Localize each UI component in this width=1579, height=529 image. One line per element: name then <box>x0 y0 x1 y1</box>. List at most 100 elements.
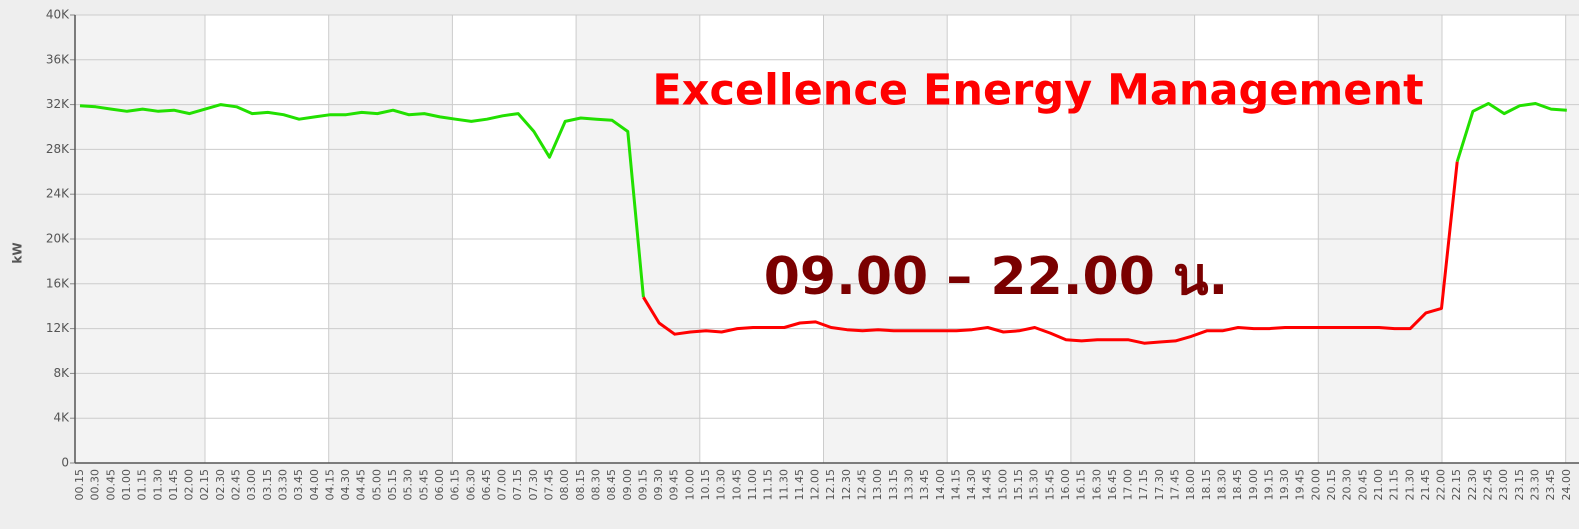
x-tick-label: 02.15 <box>198 469 211 501</box>
x-tick-label: 23.45 <box>1544 469 1557 501</box>
x-tick-label: 07.15 <box>511 469 524 501</box>
x-tick-label: 18.00 <box>1184 469 1197 501</box>
x-tick-label: 19.15 <box>1262 469 1275 501</box>
x-tick-label: 04.45 <box>355 469 368 501</box>
x-tick-label: 10.00 <box>683 469 696 501</box>
x-tick-label: 01.15 <box>136 469 149 501</box>
x-tick-label: 11.45 <box>793 469 806 501</box>
x-tick-label: 20.15 <box>1325 469 1338 501</box>
x-tick-label: 02.45 <box>230 469 243 501</box>
x-tick-label: 22.30 <box>1466 469 1479 501</box>
x-tick-label: 13.00 <box>871 469 884 501</box>
x-tick-label: 06.30 <box>464 469 477 501</box>
x-tick-label: 07.30 <box>527 469 540 501</box>
x-tick-label: 23.15 <box>1513 469 1526 501</box>
data-line <box>642 161 1459 345</box>
x-tick-label: 02.00 <box>183 469 196 501</box>
x-tick-label: 21.15 <box>1388 469 1401 501</box>
x-tick-label: 00.45 <box>104 469 117 501</box>
x-tick-label: 07.00 <box>496 469 509 501</box>
x-tick-label: 14.15 <box>949 469 962 501</box>
x-tick-label: 12.00 <box>809 469 822 501</box>
y-tick-label: 8K <box>53 366 70 380</box>
x-tick-label: 15.45 <box>1043 469 1056 501</box>
x-tick-label: 08.00 <box>558 469 571 501</box>
x-tick-label: 11.15 <box>762 469 775 501</box>
x-tick-label: 12.30 <box>840 469 853 501</box>
x-tick-label: 10.45 <box>730 469 743 501</box>
x-tick-label: 05.45 <box>417 469 430 501</box>
x-tick-label: 08.45 <box>605 469 618 501</box>
x-tick-label: 10.15 <box>699 469 712 501</box>
x-tick-label: 15.15 <box>1012 469 1025 501</box>
x-tick-label: 03.15 <box>261 469 274 501</box>
x-tick-label: 09.45 <box>668 469 681 501</box>
annotation: Excellence Energy Management <box>652 66 1423 116</box>
x-tick-label: 16.00 <box>1059 469 1072 501</box>
y-tick-label: 20K <box>46 232 70 246</box>
x-tick-label: 14.45 <box>981 469 994 501</box>
x-tick-label: 00.30 <box>89 469 102 501</box>
x-tick-label: 03.45 <box>292 469 305 501</box>
x-tick-label: 16.30 <box>1090 469 1103 501</box>
x-tick-label: 19.00 <box>1247 469 1260 501</box>
x-tick-label: 22.00 <box>1435 469 1448 501</box>
x-tick-label: 08.30 <box>589 469 602 501</box>
x-tick-label: 19.30 <box>1278 469 1291 501</box>
x-tick-label: 12.45 <box>856 469 869 501</box>
x-tick-label: 00.15 <box>73 469 86 501</box>
annotation: 09.00 – 22.00 น. <box>764 247 1229 307</box>
x-tick-label: 18.15 <box>1200 469 1213 501</box>
x-tick-label: 23.30 <box>1528 469 1541 501</box>
y-tick-label: 0 <box>61 456 69 470</box>
x-tick-label: 20.00 <box>1309 469 1322 501</box>
x-tick-label: 04.00 <box>308 469 321 501</box>
x-tick-label: 09.00 <box>621 469 634 501</box>
x-tick-label: 12.15 <box>824 469 837 501</box>
x-tick-label: 21.00 <box>1372 469 1385 501</box>
x-tick-label: 17.45 <box>1169 469 1182 501</box>
x-tick-label: 08.15 <box>574 469 587 501</box>
x-tick-label: 17.30 <box>1153 469 1166 501</box>
x-tick-label: 10.30 <box>715 469 728 501</box>
x-tick-label: 16.45 <box>1106 469 1119 501</box>
y-axis-label: kW <box>11 242 25 263</box>
x-tick-label: 23.00 <box>1497 469 1510 501</box>
x-tick-label: 05.30 <box>402 469 415 501</box>
x-tick-label: 17.15 <box>1137 469 1150 501</box>
x-tick-label: 18.45 <box>1231 469 1244 501</box>
x-tick-label: 16.15 <box>1075 469 1088 501</box>
x-tick-label: 21.30 <box>1403 469 1416 501</box>
x-tick-label: 05.00 <box>370 469 383 501</box>
x-tick-label: 03.00 <box>245 469 258 501</box>
x-tick-label: 24.00 <box>1560 469 1573 501</box>
y-tick-label: 32K <box>46 97 70 111</box>
x-tick-label: 07.45 <box>543 469 556 501</box>
x-tick-label: 11.00 <box>746 469 759 501</box>
y-tick-label: 4K <box>53 411 70 425</box>
x-tick-label: 19.45 <box>1294 469 1307 501</box>
y-tick-label: 24K <box>46 187 70 201</box>
x-tick-label: 11.30 <box>777 469 790 501</box>
x-tick-label: 13.45 <box>918 469 931 501</box>
x-tick-label: 22.45 <box>1482 469 1495 501</box>
x-tick-label: 17.00 <box>1122 469 1135 501</box>
x-tick-label: 01.45 <box>167 469 180 501</box>
x-tick-label: 14.30 <box>965 469 978 501</box>
x-tick-label: 20.45 <box>1356 469 1369 501</box>
x-tick-label: 05.15 <box>386 469 399 501</box>
x-tick-label: 06.15 <box>449 469 462 501</box>
x-tick-label: 14.00 <box>934 469 947 501</box>
x-tick-label: 04.30 <box>339 469 352 501</box>
x-tick-label: 09.15 <box>636 469 649 501</box>
x-tick-label: 22.15 <box>1450 469 1463 501</box>
x-tick-label: 02.30 <box>214 469 227 501</box>
data-line <box>1455 102 1567 163</box>
x-tick-label: 20.30 <box>1341 469 1354 501</box>
y-tick-label: 40K <box>46 8 70 22</box>
y-tick-label: 36K <box>46 52 70 66</box>
x-tick-label: 13.30 <box>902 469 915 501</box>
y-tick-label: 16K <box>46 276 70 290</box>
x-tick-label: 18.30 <box>1215 469 1228 501</box>
